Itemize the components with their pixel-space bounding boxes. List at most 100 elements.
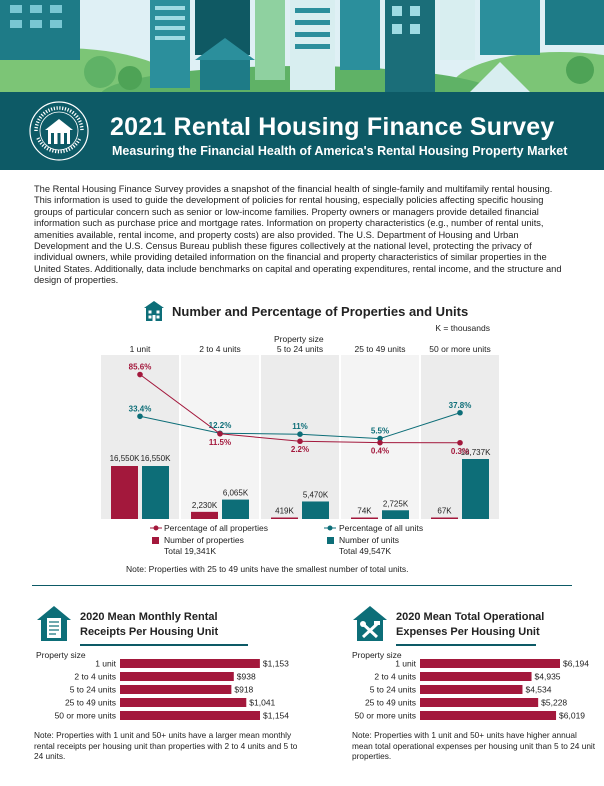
receipts-chart-title: 2020 Mean Monthly Rental Receipts Per Ho… xyxy=(80,611,219,638)
legend-pct-units: Percentage of all units xyxy=(339,523,424,533)
bar-units xyxy=(302,501,329,519)
point-label: 11.5% xyxy=(209,438,231,447)
k-thousands-note: K = thousands xyxy=(435,323,490,333)
bar-category-label: 25 to 49 units xyxy=(365,698,416,708)
point-properties xyxy=(137,371,143,378)
bar-label-units: 5,470K xyxy=(303,490,329,499)
legend-line-units xyxy=(324,525,336,531)
legend-swatch-properties xyxy=(152,537,159,544)
receipts-note: Note: Properties with 1 unit and 50+ uni… xyxy=(34,730,298,761)
bar-label-units: 18,737K xyxy=(461,448,491,457)
hbar-value-label: $1,153 xyxy=(263,659,289,669)
hbar-value-label: $1,154 xyxy=(263,711,289,721)
point-units xyxy=(377,435,383,442)
legend-line-properties xyxy=(150,525,162,531)
point-label: 2.2% xyxy=(291,445,309,454)
receipts-chart: 1 unit $1,153 2 to 4 units $938 5 to 24 unit… xyxy=(55,659,290,721)
hbar-value-label: $938 xyxy=(237,672,256,682)
bar-units xyxy=(222,499,249,519)
hbar-value-label: $4,935 xyxy=(535,672,561,682)
hbar xyxy=(120,685,232,694)
point-units xyxy=(297,431,303,437)
bar-label-units: 6,065K xyxy=(223,489,249,498)
bar-units xyxy=(382,510,409,519)
bar-units xyxy=(462,459,489,519)
title-banner xyxy=(0,92,604,170)
receipts-title-underline xyxy=(80,644,248,646)
hud-seal-icon xyxy=(29,101,89,161)
hbar xyxy=(120,659,260,668)
property-size-label: Property size xyxy=(274,334,324,344)
point-properties xyxy=(297,438,303,445)
legend-pct-properties: Percentage of all properties xyxy=(164,523,268,533)
bar-category-label: 25 to 49 units xyxy=(65,698,116,708)
category-label: 1 unit xyxy=(130,344,151,354)
legend-num-units: Number of units xyxy=(339,535,399,545)
bar-label-properties: 2,230K xyxy=(192,501,218,510)
point-label: 0.3% xyxy=(451,447,469,456)
intro-paragraph: The Rental Housing Finance Survey provid… xyxy=(34,184,562,286)
bar-category-label: 1 unit xyxy=(395,659,416,669)
expenses-chart: 1 unit $6,194 2 to 4 units $4,935 5 to 24 un… xyxy=(355,659,590,721)
point-label: 11% xyxy=(292,422,308,431)
category-label: 5 to 24 units xyxy=(277,344,323,354)
hbar xyxy=(120,672,234,681)
legend-num-properties: Number of properties xyxy=(164,535,244,545)
bar-category-label: 5 to 24 units xyxy=(370,685,416,695)
legend-total-units: Total 49,547K xyxy=(339,546,391,556)
bar-category-label: 2 to 4 units xyxy=(374,672,416,682)
legend-total-properties: Total 19,341K xyxy=(164,546,216,556)
bar-label-units: 16,550K xyxy=(141,454,171,463)
chart-column-panel xyxy=(181,355,259,519)
hbar-value-label: $6,194 xyxy=(563,659,589,669)
expenses-axis-label: Property size xyxy=(352,650,402,660)
bar-properties xyxy=(191,511,218,519)
bar-units xyxy=(142,466,169,519)
receipts-axis-label: Property size xyxy=(36,650,86,660)
apartment-building-icon xyxy=(144,301,164,321)
bar-properties xyxy=(271,517,298,519)
house-tools-icon xyxy=(353,606,387,641)
main-chart: 1 unit 2 to 4 units 5 to 24 units 25 to 49 … xyxy=(101,344,499,519)
section-divider xyxy=(32,585,572,586)
category-label: 50 or more units xyxy=(429,344,490,354)
hbar xyxy=(120,711,260,720)
point-label: 0.4% xyxy=(371,447,389,456)
expenses-note: Note: Properties with 1 unit and 50+ uni… xyxy=(352,730,596,761)
point-label: 12.2% xyxy=(209,421,232,430)
bar-label-properties: 67K xyxy=(437,507,452,516)
category-label: 25 to 49 units xyxy=(354,344,405,354)
hbar xyxy=(420,711,557,720)
bar-category-label: 5 to 24 units xyxy=(70,685,116,695)
hbar xyxy=(420,698,539,707)
point-properties xyxy=(457,439,463,446)
point-label: 85.6% xyxy=(129,363,152,372)
chart-column-panel xyxy=(261,355,339,519)
bar-properties xyxy=(111,466,138,519)
hbar-value-label: $5,228 xyxy=(541,698,567,708)
hbar xyxy=(420,685,523,694)
hbar-value-label: $4,534 xyxy=(525,685,551,695)
hbar-value-label: $918 xyxy=(234,685,253,695)
bar-category-label: 1 unit xyxy=(95,659,116,669)
point-label: 37.8% xyxy=(449,401,472,410)
bar-category-label: 2 to 4 units xyxy=(74,672,116,682)
page-subtitle: Measuring the Financial Health of Americ… xyxy=(112,144,568,158)
hbar xyxy=(120,698,247,707)
bar-label-properties: 74K xyxy=(357,507,372,516)
point-properties xyxy=(217,431,223,437)
bar-properties xyxy=(431,517,458,519)
expenses-title-underline xyxy=(396,644,536,646)
expenses-chart-title: 2020 Mean Total Operational Expenses Per… xyxy=(396,611,545,638)
hero-illustration xyxy=(0,0,604,92)
city-skyline-illustration xyxy=(0,0,604,92)
page-title: 2021 Rental Housing Finance Survey xyxy=(110,113,555,141)
point-units xyxy=(457,409,463,416)
hbar-value-label: $6,019 xyxy=(559,711,585,721)
point-label: 5.5% xyxy=(371,427,389,436)
category-label: 2 to 4 units xyxy=(199,344,241,354)
point-units xyxy=(137,413,143,420)
bar-label-properties: 16,550K xyxy=(110,454,140,463)
bar-category-label: 50 or more units xyxy=(55,711,116,721)
bar-properties xyxy=(351,517,378,519)
